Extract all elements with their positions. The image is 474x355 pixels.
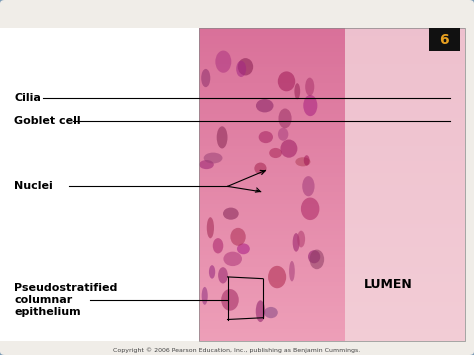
Bar xyxy=(199,235,465,239)
Bar xyxy=(199,134,465,138)
Bar xyxy=(199,153,465,157)
Ellipse shape xyxy=(209,265,215,279)
Bar xyxy=(199,130,465,134)
Bar xyxy=(0,28,199,341)
Ellipse shape xyxy=(268,266,286,288)
Bar xyxy=(199,220,465,224)
Bar xyxy=(199,302,465,306)
Ellipse shape xyxy=(223,208,239,220)
Text: Nuclei: Nuclei xyxy=(14,181,53,191)
Bar xyxy=(199,259,465,263)
Bar xyxy=(199,231,465,235)
Bar xyxy=(199,60,465,64)
Bar xyxy=(199,56,465,60)
Ellipse shape xyxy=(238,58,253,76)
Text: Goblet cell: Goblet cell xyxy=(14,116,81,126)
Bar xyxy=(199,337,465,341)
Bar xyxy=(199,106,465,110)
Ellipse shape xyxy=(278,128,288,141)
Ellipse shape xyxy=(217,126,228,148)
Bar xyxy=(345,28,465,341)
Bar xyxy=(199,169,465,173)
Bar xyxy=(199,138,465,142)
Bar xyxy=(199,95,465,99)
Bar xyxy=(199,103,465,106)
Ellipse shape xyxy=(269,148,282,158)
Bar xyxy=(199,126,465,130)
Bar xyxy=(199,32,465,36)
Ellipse shape xyxy=(310,250,324,269)
Bar xyxy=(199,79,465,83)
Ellipse shape xyxy=(223,252,242,266)
Bar xyxy=(199,294,465,298)
Bar xyxy=(199,196,465,200)
Bar xyxy=(199,271,465,274)
Ellipse shape xyxy=(304,155,310,165)
Bar xyxy=(199,333,465,337)
Bar xyxy=(199,177,465,181)
Bar xyxy=(199,313,465,317)
Bar xyxy=(199,28,465,32)
Bar xyxy=(199,325,465,329)
Bar xyxy=(199,99,465,103)
Ellipse shape xyxy=(292,233,300,252)
Bar xyxy=(199,243,465,247)
Ellipse shape xyxy=(301,197,319,220)
Bar xyxy=(199,52,465,56)
Bar xyxy=(199,83,465,87)
Bar xyxy=(199,247,465,251)
Bar xyxy=(199,204,465,208)
Ellipse shape xyxy=(303,95,318,116)
Ellipse shape xyxy=(289,261,295,282)
Ellipse shape xyxy=(278,71,295,91)
Bar xyxy=(199,40,465,44)
Text: Copyright © 2006 Pearson Education, Inc., publishing as Benjamin Cummings.: Copyright © 2006 Pearson Education, Inc.… xyxy=(113,348,361,353)
Text: Pseudostratified
columnar
epithelium: Pseudostratified columnar epithelium xyxy=(14,283,118,317)
Ellipse shape xyxy=(215,50,231,73)
Bar xyxy=(199,64,465,67)
Bar xyxy=(199,185,465,189)
Ellipse shape xyxy=(201,69,210,87)
Bar xyxy=(199,149,465,153)
Bar xyxy=(199,200,465,204)
Ellipse shape xyxy=(256,300,265,322)
Bar xyxy=(199,146,465,149)
Ellipse shape xyxy=(297,231,305,247)
Bar xyxy=(199,282,465,286)
Bar xyxy=(199,192,465,196)
Bar xyxy=(199,216,465,220)
Ellipse shape xyxy=(255,163,266,174)
Bar xyxy=(199,212,465,216)
Bar xyxy=(199,239,465,243)
Bar xyxy=(199,263,465,267)
Bar xyxy=(199,165,465,169)
Bar xyxy=(199,278,465,282)
Bar xyxy=(199,274,465,278)
Text: Cilia: Cilia xyxy=(14,93,41,103)
Ellipse shape xyxy=(237,244,250,254)
Bar xyxy=(199,114,465,118)
Bar xyxy=(199,122,465,126)
Ellipse shape xyxy=(204,153,222,163)
Ellipse shape xyxy=(199,160,214,169)
Bar xyxy=(199,118,465,122)
Bar xyxy=(199,67,465,71)
Bar xyxy=(199,75,465,79)
Ellipse shape xyxy=(213,238,223,253)
Bar xyxy=(199,321,465,325)
Ellipse shape xyxy=(259,131,273,143)
Bar xyxy=(199,306,465,310)
Bar xyxy=(199,310,465,313)
Bar xyxy=(199,317,465,321)
Bar xyxy=(199,267,465,271)
Ellipse shape xyxy=(201,287,208,305)
Bar xyxy=(199,36,465,40)
Bar xyxy=(199,286,465,290)
Ellipse shape xyxy=(295,157,310,166)
Bar xyxy=(199,208,465,212)
Bar xyxy=(199,110,465,114)
Bar xyxy=(199,255,465,259)
Bar xyxy=(199,142,465,146)
Bar xyxy=(199,298,465,302)
